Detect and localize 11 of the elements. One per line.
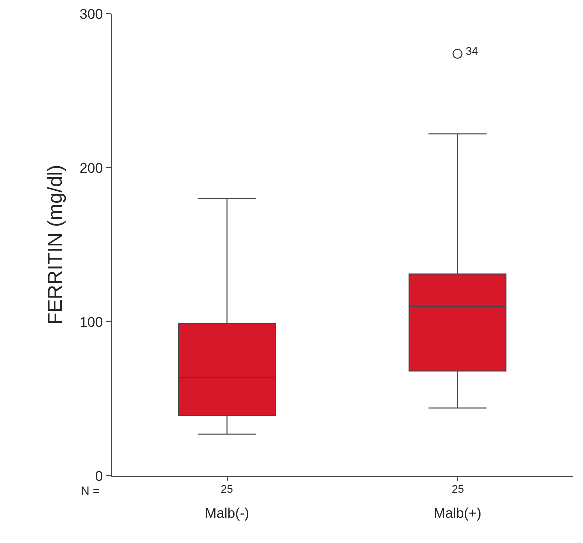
y-tick-label: 0: [95, 468, 104, 484]
y-tick-label: 200: [80, 160, 104, 176]
annotation: 34: [466, 46, 478, 58]
y-tick-label: 100: [80, 314, 104, 330]
text: N =: [81, 484, 100, 498]
text: 25: [452, 484, 464, 496]
x-tick-label: Malb(+): [434, 504, 482, 521]
text: 25: [221, 484, 234, 496]
y-axis-title: FERRITIN (mg/dl): [45, 165, 67, 325]
x-tick-label: Malb(-): [205, 504, 250, 521]
y-tick-label: 300: [80, 6, 104, 22]
